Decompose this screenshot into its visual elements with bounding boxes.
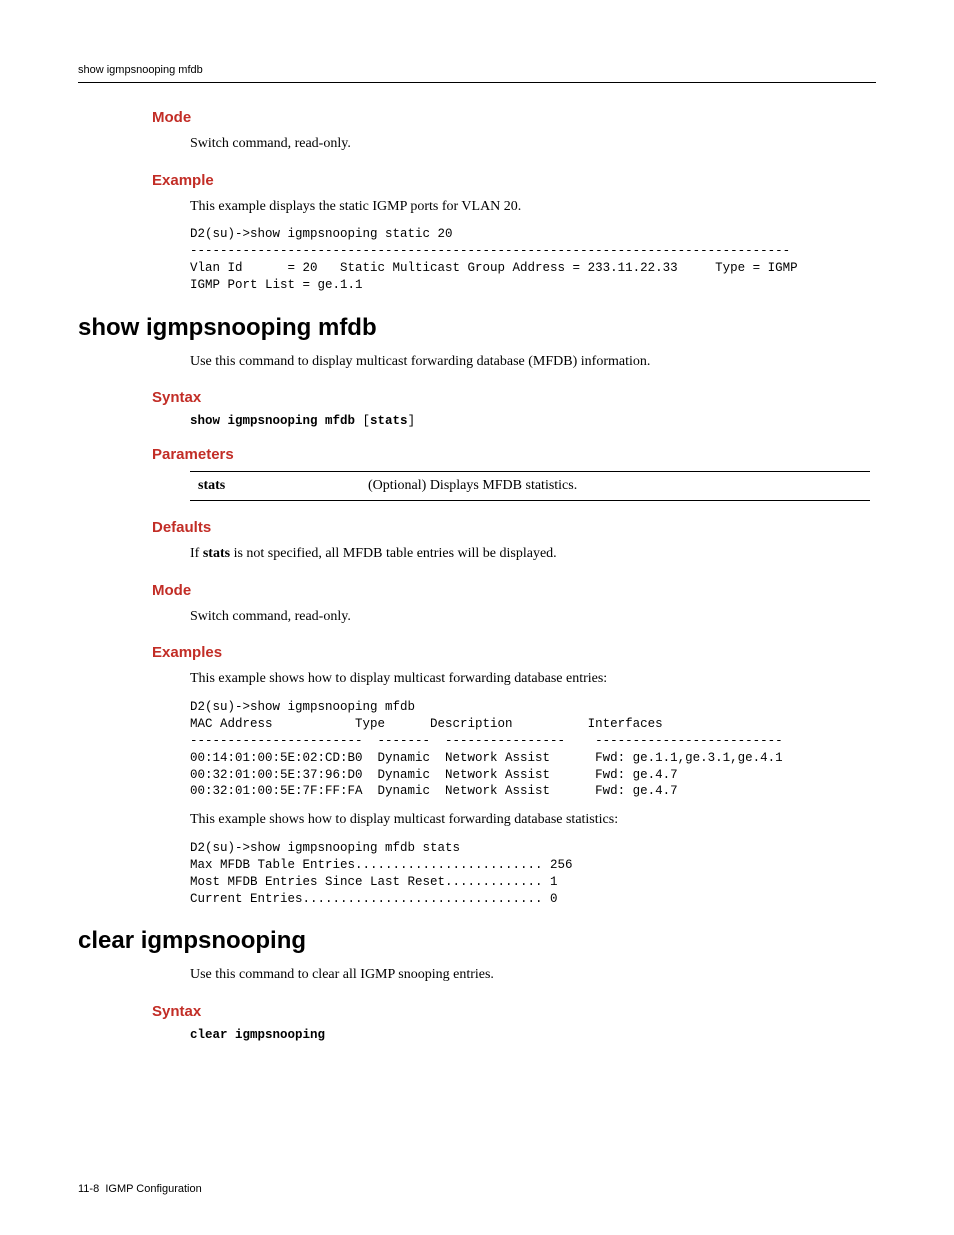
command-heading-clear: clear igmpsnooping <box>78 927 876 955</box>
syntax-heading-2: Syntax <box>152 1003 876 1020</box>
param-name-cell: stats <box>190 472 360 501</box>
parameters-table: stats (Optional) Displays MFDB statistic… <box>190 471 870 501</box>
header-text: show igmpsnooping mfdb <box>78 64 203 76</box>
examples-code-1b: D2(su)->show igmpsnooping mfdb stats Max… <box>190 840 876 908</box>
footer-chapter: IGMP Configuration <box>105 1183 201 1195</box>
syntax-bracket-close: ] <box>408 414 416 428</box>
example-heading-1: Example <box>152 172 876 189</box>
command-desc-mfdb: Use this command to display multicast fo… <box>190 352 876 372</box>
table-row: stats (Optional) Displays MFDB statistic… <box>190 472 870 501</box>
footer-page: 11-8 <box>78 1183 99 1195</box>
page-header: show igmpsnooping mfdb <box>78 60 876 83</box>
syntax-heading-1: Syntax <box>152 389 876 406</box>
syntax-code-2: clear igmpsnooping <box>190 1028 876 1042</box>
mode-text-1: Switch command, read-only. <box>190 134 876 154</box>
parameters-heading-1: Parameters <box>152 446 876 463</box>
page-footer: 11-8 IGMP Configuration <box>78 1183 202 1195</box>
examples-text-1b: This example shows how to display multic… <box>190 810 876 830</box>
syntax-bold-part: show igmpsnooping mfdb <box>190 414 363 428</box>
mode-text-2: Switch command, read-only. <box>190 607 876 627</box>
syntax-code-1: show igmpsnooping mfdb [stats] <box>190 414 876 428</box>
mode-heading-2: Mode <box>152 582 876 599</box>
defaults-text-1: If stats is not specified, all MFDB tabl… <box>190 544 876 564</box>
examples-heading-1: Examples <box>152 644 876 661</box>
examples-code-1a: D2(su)->show igmpsnooping mfdb MAC Addre… <box>190 699 876 800</box>
example-text-1: This example displays the static IGMP po… <box>190 197 876 217</box>
defaults-heading-1: Defaults <box>152 519 876 536</box>
defaults-suffix: is not specified, all MFDB table entries… <box>230 546 557 561</box>
command-desc-clear: Use this command to clear all IGMP snoop… <box>190 965 876 985</box>
defaults-prefix: If <box>190 546 203 561</box>
defaults-bold: stats <box>203 546 230 561</box>
examples-text-1a: This example shows how to display multic… <box>190 669 876 689</box>
command-heading-mfdb: show igmpsnooping mfdb <box>78 314 876 342</box>
param-desc-cell: (Optional) Displays MFDB statistics. <box>360 472 870 501</box>
mode-heading-1: Mode <box>152 109 876 126</box>
syntax-bracket-open: [ <box>363 414 371 428</box>
example-code-1: D2(su)->show igmpsnooping static 20 ----… <box>190 226 876 294</box>
syntax-param: stats <box>370 414 408 428</box>
